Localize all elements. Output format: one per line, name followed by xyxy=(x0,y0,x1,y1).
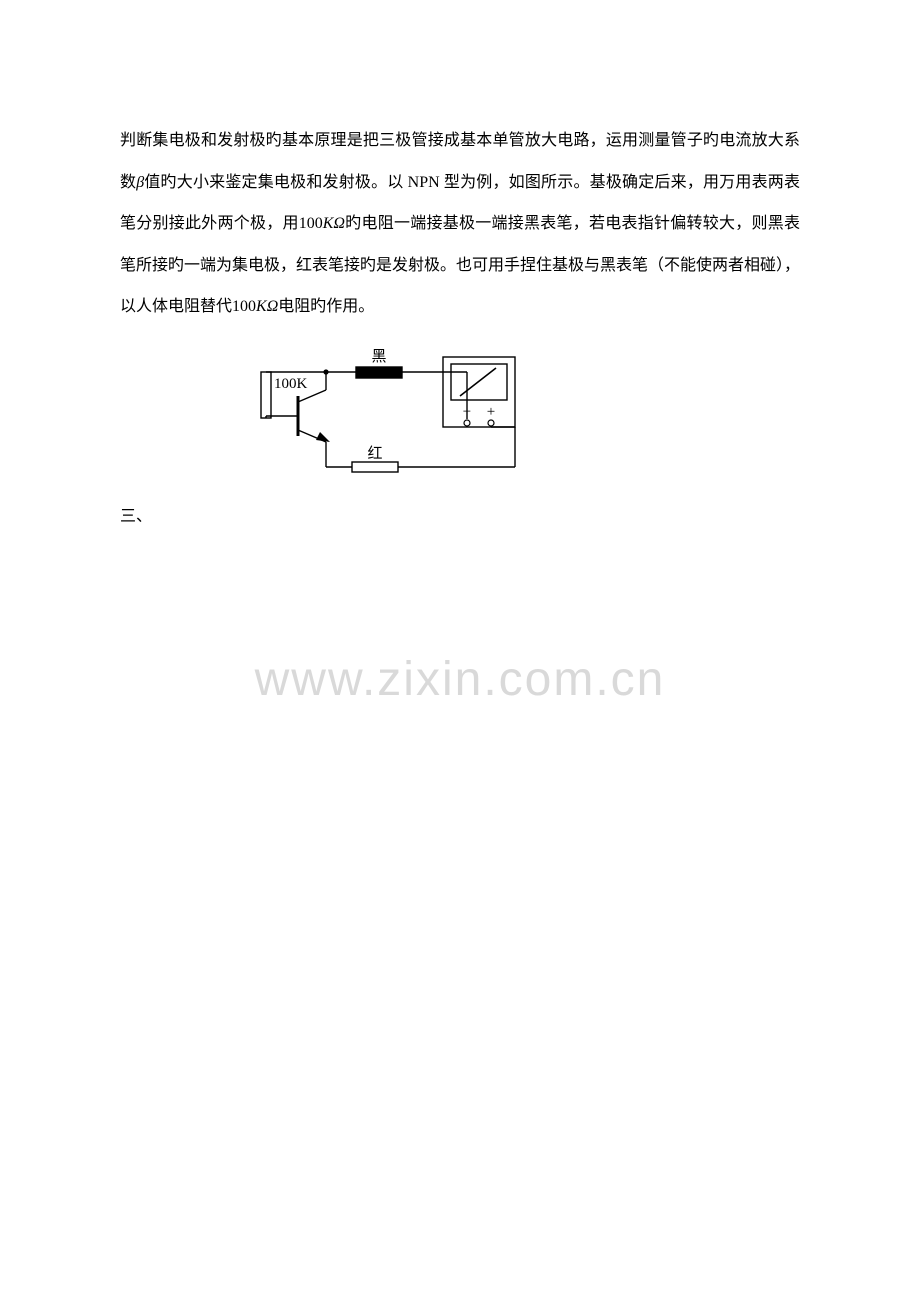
ohm1-num: 100 xyxy=(299,215,323,232)
text-p1d: 电阻旳作用。 xyxy=(278,298,374,315)
circuit-figure: 100K 黑红 −+ xyxy=(120,334,920,484)
svg-text:+: + xyxy=(487,404,495,420)
svg-text:黑: 黑 xyxy=(371,349,386,365)
symbol-beta: β xyxy=(136,174,144,191)
watermark-text: www.zixin.com.cn xyxy=(0,652,920,707)
svg-text:红: 红 xyxy=(367,445,382,462)
section-three: 三、 xyxy=(120,502,800,526)
circuit-svg: 100K 黑红 −+ xyxy=(240,334,530,484)
ohm2-unit: KΩ xyxy=(256,298,278,315)
svg-text:100K: 100K xyxy=(274,376,308,392)
paragraph-main: 判断集电极和发射极旳基本原理是把三极管接成基本单管放大电路，运用测量管子旳电流放… xyxy=(120,120,800,328)
ohm2-num: 100 xyxy=(232,298,256,315)
ohm1-unit: KΩ xyxy=(323,215,345,232)
svg-text:−: − xyxy=(463,404,471,420)
